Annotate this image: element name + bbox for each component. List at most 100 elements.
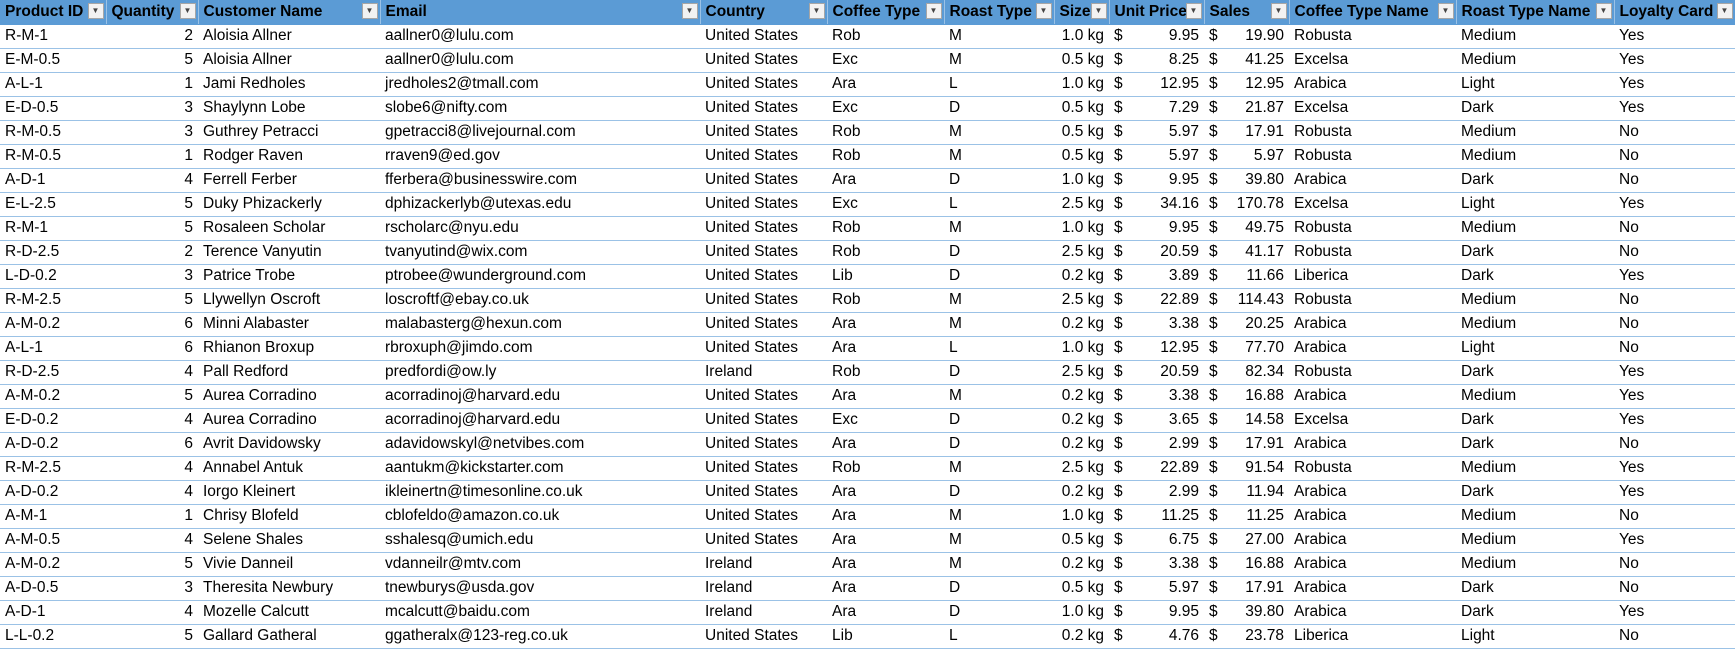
cell-size[interactable]: 0.2 kg (1054, 312, 1109, 337)
cell-loyal[interactable]: Yes (1614, 480, 1735, 505)
cell-qty[interactable]: 2 (106, 24, 198, 49)
cell-loyal[interactable]: Yes (1614, 384, 1735, 409)
cell-ctname[interactable]: Robusta (1289, 456, 1456, 481)
cell-ctname[interactable]: Excelsa (1289, 408, 1456, 433)
cell-ctype[interactable]: Ara (827, 528, 944, 553)
cell-ctname[interactable]: Robusta (1289, 216, 1456, 241)
cell-price[interactable]: $3.38 (1109, 312, 1204, 337)
cell-email[interactable]: malabasterg@hexun.com (380, 312, 700, 337)
cell-pid[interactable]: E-D-0.5 (0, 96, 106, 121)
cell-size[interactable]: 0.5 kg (1054, 48, 1109, 73)
cell-rtname[interactable]: Dark (1456, 264, 1614, 289)
cell-sales[interactable]: $11.94 (1204, 480, 1289, 505)
cell-ctype[interactable]: Rob (827, 240, 944, 265)
cell-loyal[interactable]: No (1614, 504, 1735, 529)
cell-price[interactable]: $34.16 (1109, 192, 1204, 217)
cell-pid[interactable]: E-D-0.2 (0, 408, 106, 433)
cell-name[interactable]: Aurea Corradino (198, 384, 380, 409)
column-header-ctype[interactable]: Coffee Type ▼ (827, 0, 945, 25)
cell-ctype[interactable]: Ara (827, 168, 944, 193)
cell-email[interactable]: loscroftf@ebay.co.uk (380, 288, 700, 313)
cell-pid[interactable]: A-L-1 (0, 72, 106, 97)
cell-ctname[interactable]: Robusta (1289, 240, 1456, 265)
cell-ctname[interactable]: Robusta (1289, 120, 1456, 145)
cell-qty[interactable]: 5 (106, 552, 198, 577)
cell-name[interactable]: Vivie Danneil (198, 552, 380, 577)
cell-price[interactable]: $3.65 (1109, 408, 1204, 433)
cell-pid[interactable]: A-L-1 (0, 336, 106, 361)
cell-qty[interactable]: 3 (106, 120, 198, 145)
cell-price[interactable]: $22.89 (1109, 456, 1204, 481)
cell-country[interactable]: United States (700, 48, 827, 73)
cell-sales[interactable]: $21.87 (1204, 96, 1289, 121)
cell-rtype[interactable]: M (944, 504, 1054, 529)
cell-qty[interactable]: 3 (106, 576, 198, 601)
cell-price[interactable]: $6.75 (1109, 528, 1204, 553)
filter-dropdown-button[interactable]: ▼ (1716, 3, 1733, 19)
cell-loyal[interactable]: Yes (1614, 192, 1735, 217)
cell-name[interactable]: Chrisy Blofeld (198, 504, 380, 529)
cell-price[interactable]: $9.95 (1109, 24, 1204, 49)
cell-ctype[interactable]: Rob (827, 288, 944, 313)
cell-email[interactable]: ikleinertn@timesonline.co.uk (380, 480, 700, 505)
cell-pid[interactable]: R-M-1 (0, 24, 106, 49)
cell-ctype[interactable]: Rob (827, 24, 944, 49)
cell-ctype[interactable]: Rob (827, 456, 944, 481)
cell-pid[interactable]: R-M-0.5 (0, 144, 106, 169)
cell-rtname[interactable]: Medium (1456, 24, 1614, 49)
cell-rtype[interactable]: M (944, 120, 1054, 145)
cell-rtname[interactable]: Dark (1456, 168, 1614, 193)
cell-rtname[interactable]: Dark (1456, 432, 1614, 457)
cell-email[interactable]: acorradinoj@harvard.edu (380, 408, 700, 433)
cell-size[interactable]: 1.0 kg (1054, 216, 1109, 241)
cell-email[interactable]: fferbera@businesswire.com (380, 168, 700, 193)
cell-ctname[interactable]: Arabica (1289, 600, 1456, 625)
filter-dropdown-button[interactable]: ▼ (1595, 3, 1612, 19)
column-header-rtname[interactable]: Roast Type Name ▼ (1456, 0, 1615, 25)
cell-loyal[interactable]: Yes (1614, 408, 1735, 433)
cell-loyal[interactable]: No (1614, 288, 1735, 313)
cell-rtname[interactable]: Medium (1456, 288, 1614, 313)
cell-rtype[interactable]: D (944, 480, 1054, 505)
cell-qty[interactable]: 2 (106, 240, 198, 265)
cell-ctname[interactable]: Excelsa (1289, 192, 1456, 217)
cell-country[interactable]: United States (700, 288, 827, 313)
cell-name[interactable]: Theresita Newbury (198, 576, 380, 601)
cell-size[interactable]: 0.5 kg (1054, 120, 1109, 145)
cell-email[interactable]: vdanneilr@mtv.com (380, 552, 700, 577)
cell-country[interactable]: United States (700, 168, 827, 193)
cell-size[interactable]: 0.5 kg (1054, 576, 1109, 601)
cell-qty[interactable]: 4 (106, 528, 198, 553)
column-header-size[interactable]: Size ▼ (1054, 0, 1110, 25)
cell-country[interactable]: United States (700, 336, 827, 361)
cell-pid[interactable]: R-D-2.5 (0, 360, 106, 385)
cell-ctname[interactable]: Robusta (1289, 24, 1456, 49)
cell-name[interactable]: Terence Vanyutin (198, 240, 380, 265)
cell-rtname[interactable]: Dark (1456, 408, 1614, 433)
cell-pid[interactable]: E-M-0.5 (0, 48, 106, 73)
cell-size[interactable]: 0.2 kg (1054, 384, 1109, 409)
cell-rtype[interactable]: D (944, 408, 1054, 433)
cell-ctype[interactable]: Ara (827, 312, 944, 337)
cell-name[interactable]: Aloisia Allner (198, 48, 380, 73)
cell-size[interactable]: 0.2 kg (1054, 480, 1109, 505)
cell-size[interactable]: 1.0 kg (1054, 72, 1109, 97)
filter-dropdown-button[interactable]: ▼ (681, 3, 698, 19)
cell-price[interactable]: $9.95 (1109, 216, 1204, 241)
cell-size[interactable]: 0.2 kg (1054, 552, 1109, 577)
cell-loyal[interactable]: No (1614, 552, 1735, 577)
column-header-price[interactable]: Unit Price ▼ (1109, 0, 1205, 25)
cell-name[interactable]: Jami Redholes (198, 72, 380, 97)
cell-ctype[interactable]: Ara (827, 432, 944, 457)
cell-ctname[interactable]: Arabica (1289, 552, 1456, 577)
cell-country[interactable]: Ireland (700, 360, 827, 385)
column-header-loyal[interactable]: Loyalty Card ▼ (1614, 0, 1735, 25)
cell-sales[interactable]: $39.80 (1204, 168, 1289, 193)
filter-dropdown-button[interactable]: ▼ (1185, 3, 1202, 19)
cell-sales[interactable]: $39.80 (1204, 600, 1289, 625)
cell-name[interactable]: Rosaleen Scholar (198, 216, 380, 241)
cell-sales[interactable]: $19.90 (1204, 24, 1289, 49)
cell-price[interactable]: $4.76 (1109, 624, 1204, 649)
cell-ctype[interactable]: Lib (827, 264, 944, 289)
cell-loyal[interactable]: No (1614, 624, 1735, 649)
